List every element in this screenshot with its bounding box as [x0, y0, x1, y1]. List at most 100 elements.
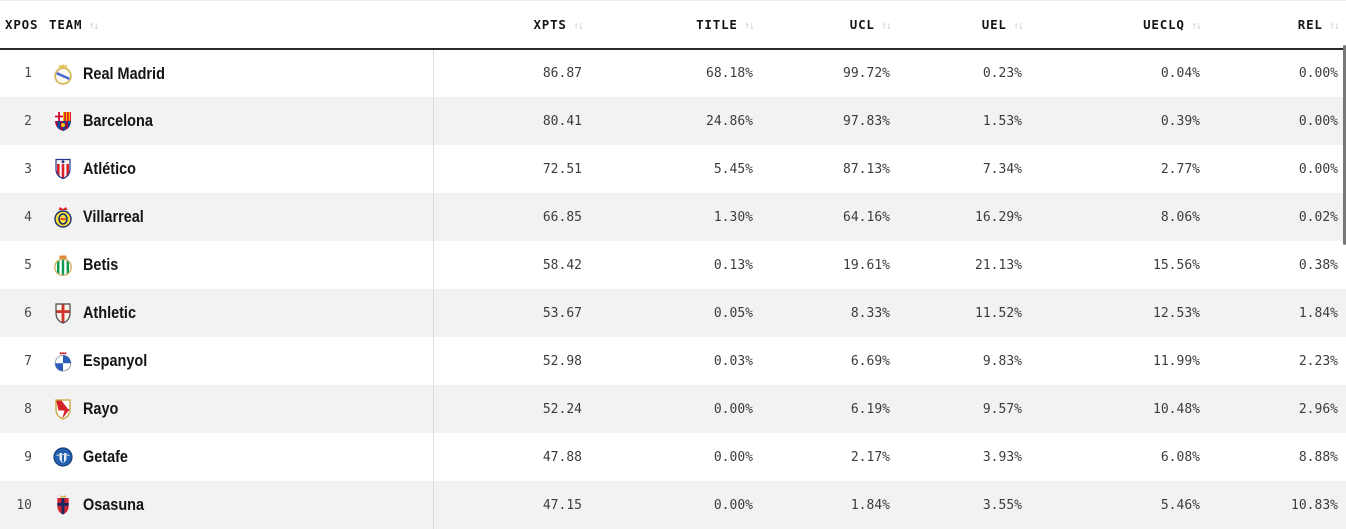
uel-cell: 9.83% — [982, 353, 1022, 369]
team-cell: Betis — [45, 241, 433, 289]
uel-cell: 11.52% — [975, 305, 1022, 321]
ucl-cell: 6.69% — [850, 353, 890, 369]
title-cell: 0.13% — [713, 257, 753, 273]
sort-arrows-icon[interactable]: ↑↓ — [88, 19, 99, 32]
sort-arrows-icon[interactable]: ↑↓ — [1012, 19, 1024, 32]
team-cell: Rayo — [45, 385, 433, 433]
scrollbar-thumb[interactable] — [1343, 45, 1346, 245]
team-cell: Athletic — [45, 289, 433, 337]
athletic-crest-icon — [52, 302, 74, 324]
xpts-cell: 47.88 — [432, 433, 590, 481]
team-name: Atlético — [83, 159, 136, 178]
rel-cell: 0.02% — [1298, 209, 1338, 225]
sort-arrows-icon[interactable]: ↑↓ — [572, 19, 584, 32]
col-label-title: TITLE — [696, 17, 738, 32]
team-name: Espanyol — [83, 351, 148, 370]
title-cell: 24.86% — [706, 113, 753, 129]
rel-cell: 8.88% — [1298, 449, 1338, 465]
ueclq-cell: 10.48% — [1153, 401, 1200, 417]
team-cell: Real Madrid — [45, 49, 433, 97]
ueclq-cell: 11.99% — [1153, 353, 1200, 369]
col-header-team[interactable]: TEAM ↑↓ — [45, 0, 433, 50]
team-name: Osasuna — [83, 495, 145, 514]
title-cell: 68.18% — [706, 66, 753, 81]
col-header-ueclq[interactable]: UECLQ ↑↓ — [1030, 0, 1208, 50]
xpos-cell: 4 — [24, 209, 32, 225]
team-cell: Barcelona — [45, 97, 433, 145]
team-name: Athletic — [83, 303, 136, 322]
uel-cell: 16.29% — [975, 209, 1022, 225]
xpos-cell: 9 — [24, 449, 32, 465]
osasuna-crest-icon — [52, 494, 74, 516]
getafe-crest-icon — [52, 446, 74, 468]
xpos-cell: 5 — [24, 257, 32, 273]
xpos-cell: 3 — [24, 161, 32, 177]
xpos-cell: 6 — [24, 305, 32, 321]
espanyol-crest-icon — [52, 350, 74, 372]
xpts-cell: 66.85 — [432, 193, 590, 241]
rel-cell: 0.38% — [1298, 257, 1338, 273]
rel-cell: 10.83% — [1291, 497, 1338, 513]
col-label-ueclq: UECLQ — [1143, 17, 1185, 32]
team: Real Madrid — [52, 63, 432, 85]
col-label-xpts: XPTS — [533, 17, 567, 32]
uel-cell: 7.34% — [982, 161, 1022, 177]
col-header-rel[interactable]: REL ↑↓ — [1208, 0, 1346, 50]
rel-cell: 1.84% — [1298, 305, 1338, 321]
ucl-cell: 87.13% — [843, 161, 890, 177]
title-cell: 0.00% — [713, 449, 753, 465]
table-header: XPOS TEAM ↑↓ XPTS ↑↓ TITLE ↑↓ UCL ↑↓ UEL ↑↓ UECLQ ↑↓… — [0, 0, 1346, 50]
sort-arrows-icon[interactable]: ↑↓ — [1328, 19, 1340, 32]
title-cell: 1.30% — [713, 209, 753, 225]
ueclq-cell: 0.39% — [1160, 113, 1200, 129]
table-body: 1 Real Madrid 86.87 68.18% 99.72% 0.23% 0.04% 0… — [0, 49, 1346, 529]
col-header-uel[interactable]: UEL ↑↓ — [898, 0, 1030, 50]
sort-arrows-icon[interactable]: ↑↓ — [1190, 19, 1202, 32]
villarreal-crest-icon — [52, 206, 74, 228]
ueclq-cell: 8.06% — [1160, 209, 1200, 225]
rayo-crest-icon — [52, 398, 74, 420]
col-label-team: TEAM — [49, 17, 83, 32]
rel-cell: 0.00% — [1298, 66, 1338, 81]
col-header-xpts[interactable]: XPTS ↑↓ — [433, 0, 590, 50]
table-row-real-madrid: 1 Real Madrid 86.87 68.18% 99.72% 0.23% 0.04% 0… — [0, 49, 1346, 97]
ucl-cell: 8.33% — [850, 305, 890, 321]
title-cell: 0.00% — [713, 401, 753, 417]
xpts-cell: 80.41 — [432, 97, 590, 145]
team-name: Getafe — [83, 447, 128, 466]
rel-cell: 2.23% — [1298, 353, 1338, 369]
xpts-cell: 72.51 — [432, 145, 590, 193]
real-madrid-crest-icon — [52, 63, 74, 85]
ucl-cell: 6.19% — [850, 401, 890, 417]
sort-arrows-icon[interactable]: ↑↓ — [880, 19, 892, 32]
col-header-xpos: XPOS — [0, 0, 45, 50]
betis-crest-icon — [52, 254, 74, 276]
xpts-cell: 52.24 — [432, 385, 590, 433]
table-row-atletico: 3 Atlético 72.51 5.45% 87.13% 7.34% 2.77% 0.00% — [0, 145, 1346, 193]
team: Getafe — [52, 446, 432, 468]
sort-arrows-icon[interactable]: ↑↓ — [743, 19, 755, 32]
xpts-cell: 53.67 — [432, 289, 590, 337]
uel-cell: 0.23% — [982, 66, 1022, 81]
uel-cell: 3.93% — [982, 449, 1022, 465]
title-cell: 0.03% — [713, 353, 753, 369]
atletico-crest-icon — [52, 158, 74, 180]
team: Betis — [52, 254, 432, 276]
barcelona-crest-icon — [52, 110, 74, 132]
table-row-villarreal: 4 Villarreal 66.85 1.30% 64.16% 16.29% 8.06% 0.… — [0, 193, 1346, 241]
table-row-betis: 5 Betis 58.42 0.13% 19.61% 21.13% 15.56% 0.38% — [0, 241, 1346, 289]
team: Athletic — [52, 302, 432, 324]
uel-cell: 21.13% — [975, 257, 1022, 273]
rel-cell: 2.96% — [1298, 401, 1338, 417]
team-cell: Espanyol — [45, 337, 433, 385]
col-header-title[interactable]: TITLE ↑↓ — [590, 0, 761, 50]
table-row-athletic: 6 Athletic 53.67 0.05% 8.33% 11.52% 12.53% 1.84… — [0, 289, 1346, 337]
team: Rayo — [52, 398, 432, 420]
team-name: Rayo — [83, 399, 119, 418]
uel-cell: 3.55% — [982, 497, 1022, 513]
col-label-uel: UEL — [981, 17, 1007, 32]
col-label-xpos: XPOS — [5, 17, 39, 32]
col-header-ucl[interactable]: UCL ↑↓ — [761, 0, 898, 50]
table-row-espanyol: 7 Espanyol 52.98 0.03% 6.69% 9.83% 11.99% 2.23% — [0, 337, 1346, 385]
